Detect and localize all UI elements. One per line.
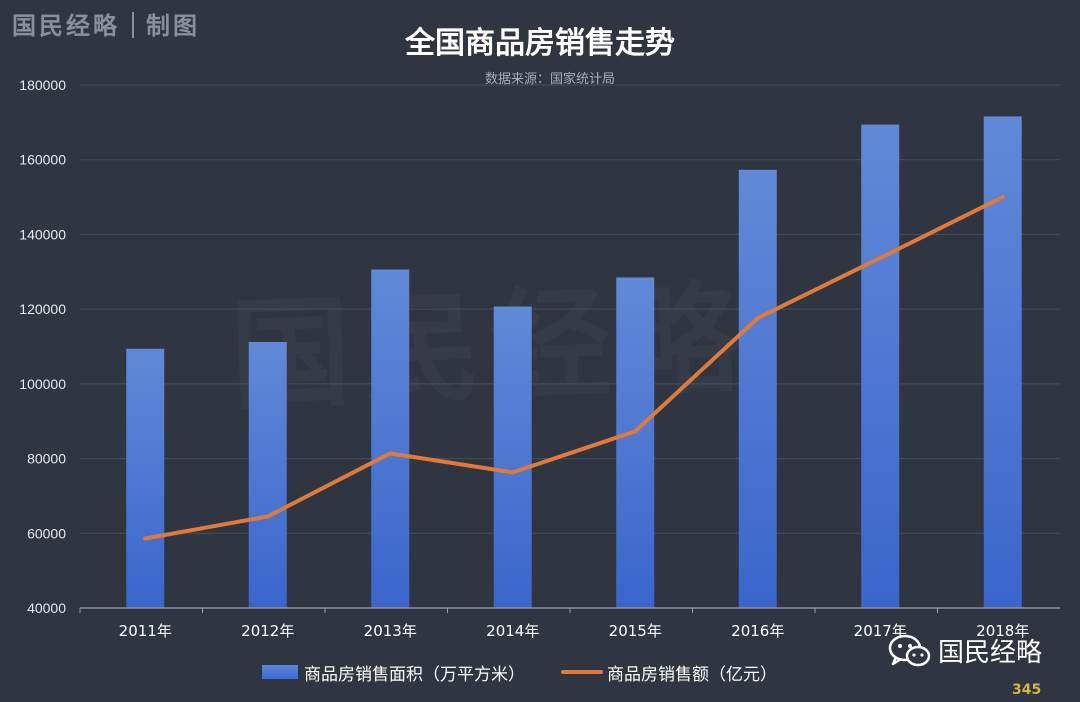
x-tick-label: 2014年: [486, 622, 539, 640]
y-tick-label: 100000: [19, 376, 66, 392]
line-point: [755, 316, 760, 321]
chart-title: 全国商品房销售走势: [405, 26, 675, 61]
corner-mark: 345: [1012, 682, 1042, 698]
brand-top: 国民经略 制图: [12, 6, 200, 41]
brand-suffix: 制图: [146, 12, 200, 40]
bar-series: [126, 116, 1022, 608]
wechat-badge: 国民经略: [888, 632, 1042, 669]
line-point: [265, 514, 270, 519]
sales-line: [143, 195, 1005, 541]
line-series: [143, 195, 1005, 541]
wechat-icon: [888, 634, 931, 666]
legend-swatch-bar: [262, 665, 298, 679]
y-tick-label: 140000: [19, 226, 66, 242]
bar: [861, 124, 900, 608]
legend-item-area: 商品房销售面积（万平方米）: [262, 660, 525, 685]
x-tick-label: 2018年: [976, 622, 1029, 640]
brand-divider: [132, 12, 134, 38]
line-point: [510, 470, 515, 475]
y-tick-label: 80000: [27, 451, 66, 467]
y-tick-label: 160000: [19, 152, 66, 168]
x-tick-label: 2016年: [731, 622, 784, 640]
bar: [616, 277, 655, 608]
x-tick-label: 2013年: [364, 622, 417, 640]
x-axis: 2011年 2012年 2013年 2014年 2015年 2016年 2017年 2018年: [79, 607, 1060, 640]
line-point: [878, 255, 883, 260]
bar: [738, 169, 777, 608]
bar: [493, 306, 532, 608]
legend-item-sales: 商品房销售额（亿元）: [561, 660, 777, 685]
legend: 商品房销售面积（万平方米） 商品房销售额（亿元）: [262, 660, 813, 685]
y-tick-label: 40000: [27, 600, 66, 616]
bar: [371, 269, 410, 608]
line-point: [1000, 195, 1005, 200]
legend-label-area: 商品房销售面积（万平方米）: [304, 664, 525, 685]
y-tick-label: 180000: [19, 77, 66, 93]
bar: [248, 342, 287, 608]
grid-lines: [80, 84, 1060, 534]
wechat-label: 国民经略: [938, 638, 1043, 668]
x-tick-label: 2015年: [609, 622, 662, 640]
bar: [983, 116, 1022, 608]
y-tick-label: 120000: [19, 301, 66, 317]
line-point: [143, 536, 148, 541]
x-tick-label: 2011年: [119, 622, 172, 640]
x-tick-label: 2017年: [854, 622, 907, 640]
y-tick-label: 60000: [27, 525, 66, 541]
x-tick-label: 2012年: [241, 622, 294, 640]
chart-subtitle: 数据来源：国家统计局: [484, 72, 615, 87]
legend-label-sales: 商品房销售额（亿元）: [607, 664, 777, 685]
bar: [126, 348, 165, 608]
legend-swatch-line: [561, 670, 603, 674]
line-point: [633, 429, 638, 434]
y-axis: 40000 60000 80000 100000 120000 140000 160000 1…: [19, 77, 66, 616]
brand-name: 国民经略: [12, 12, 120, 40]
line-point: [388, 451, 393, 456]
